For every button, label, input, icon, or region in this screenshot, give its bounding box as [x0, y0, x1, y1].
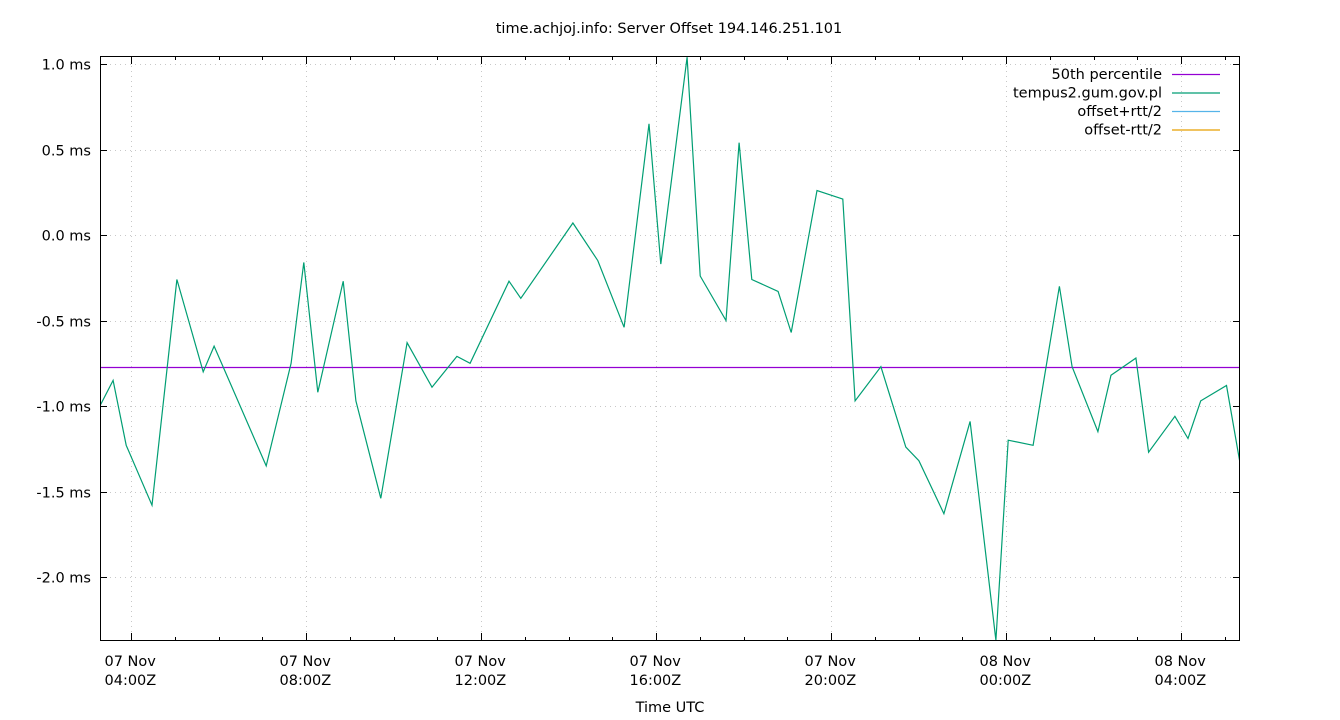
- x-tick-label-time: 16:00Z: [630, 673, 682, 689]
- x-tick-label-date: 08 Nov: [980, 654, 1032, 670]
- x-tick-label-date: 07 Nov: [105, 654, 157, 670]
- legend-label: 50th percentile: [1052, 67, 1163, 83]
- x-tick-label-date: 08 Nov: [1155, 654, 1207, 670]
- x-axis-label: Time UTC: [635, 700, 705, 716]
- x-tick-label-date: 07 Nov: [455, 654, 507, 670]
- legend-label: tempus2.gum.gov.pl: [1013, 86, 1162, 102]
- x-tick-label-date: 07 Nov: [805, 654, 857, 670]
- y-tick-label: -1.0 ms: [36, 400, 91, 416]
- x-axis: 07 Nov 04:00Z 07 Nov 08:00Z 07 Nov 12:00Z 07 N…: [105, 56, 1226, 689]
- plot-frame: [100, 56, 1240, 641]
- x-tick-label-time: 04:00Z: [1155, 673, 1207, 689]
- x-tick-label-date: 07 Nov: [280, 654, 332, 670]
- x-tick-label-time: 08:00Z: [280, 673, 332, 689]
- x-tick-label-time: 04:00Z: [105, 673, 157, 689]
- y-tick-label: -0.5 ms: [36, 315, 91, 331]
- x-tick-label-time: 12:00Z: [455, 673, 507, 689]
- legend-label: offset-rtt/2: [1084, 123, 1162, 139]
- plot-area: [100, 57, 1240, 641]
- x-tick-label-time: 20:00Z: [805, 673, 857, 689]
- y-tick-label: 1.0 ms: [42, 58, 91, 74]
- y-tick-label: -2.0 ms: [36, 571, 91, 587]
- chart-title: time.achjoj.info: Server Offset 194.146.…: [496, 21, 843, 37]
- y-tick-label: 0.0 ms: [42, 229, 91, 245]
- legend: 50th percentile tempus2.gum.gov.pl offset+…: [1013, 67, 1220, 139]
- y-axis: 1.0 ms 0.5 ms 0.0 ms -0.5 ms -1.0 ms -1.5 ms -…: [36, 58, 1240, 587]
- grid: [100, 56, 1240, 641]
- y-tick-label: 0.5 ms: [42, 144, 91, 160]
- legend-label: offset+rtt/2: [1077, 104, 1162, 120]
- offset-series-line: [100, 57, 1240, 641]
- y-tick-label: -1.5 ms: [36, 486, 91, 502]
- x-tick-label-time: 00:00Z: [980, 673, 1032, 689]
- x-tick-label-date: 07 Nov: [630, 654, 682, 670]
